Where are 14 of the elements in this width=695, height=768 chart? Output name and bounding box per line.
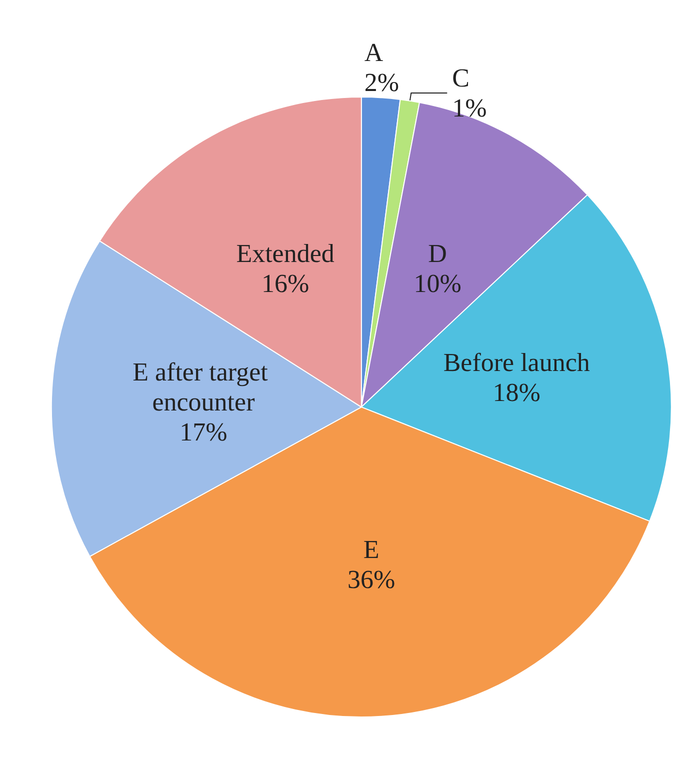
slice-label: Before launch: [443, 348, 590, 377]
data-label: 2%: [364, 68, 400, 98]
data-label: 17%: [180, 418, 228, 447]
slice-label: E after target encounter: [132, 358, 274, 417]
slice-label: A: [364, 38, 384, 68]
data-label: 10%: [414, 269, 462, 298]
data-label: 1%: [452, 93, 487, 122]
data-label: 36%: [347, 565, 396, 594]
data-label: 16%: [261, 269, 310, 298]
slice-label: Extended: [236, 239, 334, 268]
data-label: 18%: [492, 378, 540, 407]
slice-label: E: [363, 535, 380, 564]
slice-label: C: [452, 63, 470, 92]
slice-label: D: [428, 239, 447, 268]
